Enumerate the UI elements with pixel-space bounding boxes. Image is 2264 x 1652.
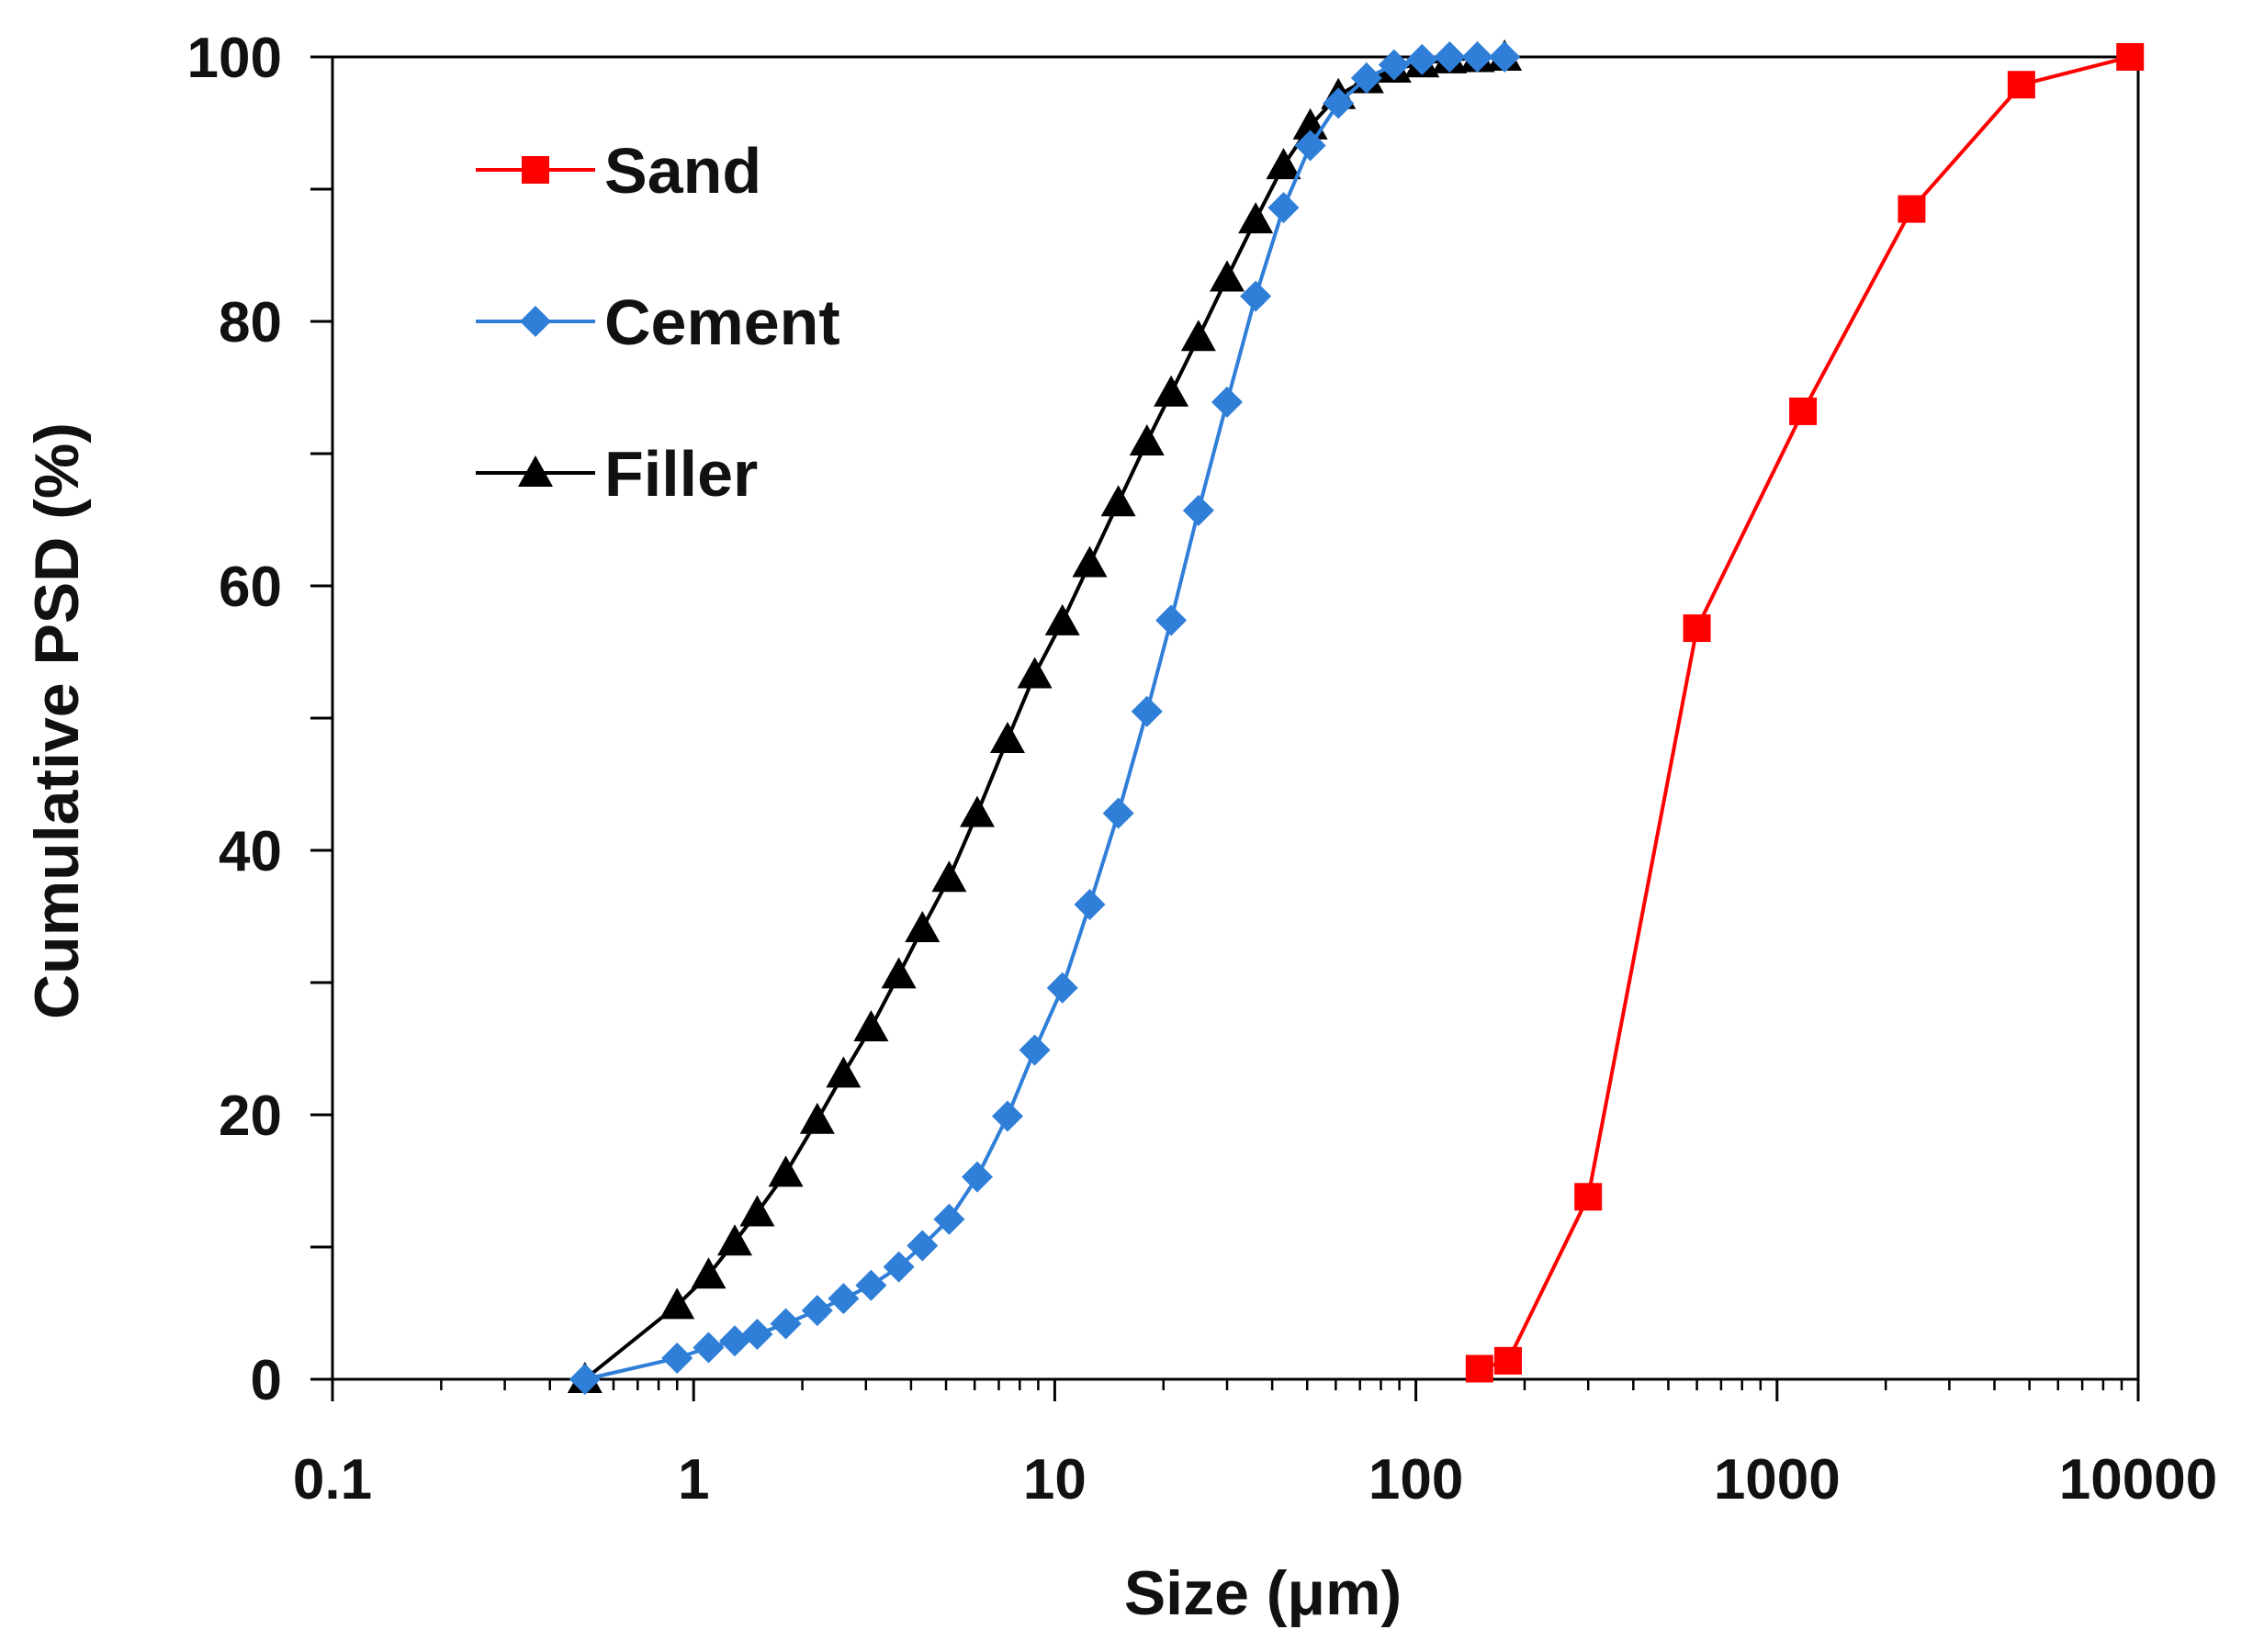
- series-cement: [569, 41, 1521, 1395]
- x-tick-label: 10: [1023, 1448, 1087, 1512]
- filler-point: [826, 1056, 862, 1088]
- legend-item-filler: Filler: [476, 438, 758, 510]
- filler-point: [799, 1102, 835, 1134]
- cement-point: [661, 1342, 693, 1374]
- cement-point: [907, 1230, 939, 1262]
- filler-point: [931, 860, 967, 893]
- filler-point: [1180, 320, 1216, 352]
- y-axis-title: Cumulative PSD (%): [22, 422, 92, 1019]
- cement-point: [991, 1100, 1023, 1132]
- cement-point: [1074, 889, 1106, 921]
- cement-point: [1155, 604, 1188, 636]
- filler-point: [989, 722, 1025, 754]
- cement-point: [741, 1319, 773, 1351]
- legend-marker-filler: [518, 455, 553, 487]
- cement-point: [1046, 972, 1078, 1004]
- x-tick-label: 10000: [2059, 1448, 2217, 1512]
- cement-point: [1406, 43, 1438, 75]
- x-tick-label: 100: [1369, 1448, 1463, 1512]
- plot-frame: [331, 55, 2140, 1381]
- cement-point: [933, 1203, 965, 1235]
- x-axis-title: Size (μm): [1124, 1558, 1402, 1628]
- cement-line: [584, 55, 1505, 1381]
- axes: 0.1 1 10 100 1000 10000 0 20 40 60 80 100: [187, 27, 2218, 1512]
- cement-point: [961, 1161, 993, 1193]
- cement-point: [883, 1251, 915, 1283]
- filler-point: [1129, 424, 1165, 456]
- legend-item-sand: Sand: [476, 135, 761, 207]
- legend-marker-cement: [520, 306, 551, 337]
- filler-point: [739, 1195, 775, 1227]
- y-tick-label: 80: [219, 291, 282, 354]
- sand-point: [1898, 195, 1926, 223]
- filler-point: [1210, 260, 1245, 292]
- x-tick-label: 1000: [1714, 1448, 1841, 1512]
- filler-point: [1017, 657, 1053, 689]
- series-layer: [567, 39, 2145, 1395]
- cement-point: [1102, 797, 1134, 829]
- cement-point: [770, 1308, 802, 1340]
- filler-point: [1266, 148, 1301, 180]
- sand-point: [1465, 1354, 1493, 1383]
- cement-point: [1019, 1034, 1051, 1066]
- filler-point: [881, 957, 917, 989]
- cement-point: [693, 1332, 725, 1364]
- cement-point: [1323, 87, 1355, 119]
- cement-point: [1240, 280, 1272, 312]
- y-tick-label: 100: [187, 27, 282, 90]
- sand-point: [1574, 1183, 1603, 1211]
- cement-point: [1267, 192, 1300, 224]
- cement-point: [1350, 62, 1382, 95]
- filler-point: [1238, 202, 1274, 234]
- cement-point: [828, 1283, 860, 1315]
- legend-marker-sand: [522, 156, 549, 184]
- cement-point: [1182, 494, 1214, 526]
- cement-point: [569, 1364, 601, 1395]
- filler-point: [1154, 375, 1189, 407]
- filler-point: [905, 910, 941, 942]
- legend-label-cement: Cement: [604, 287, 840, 358]
- series-sand: [1465, 43, 2145, 1383]
- x-tick-label: 0.1: [293, 1448, 372, 1512]
- cement-point: [1434, 41, 1466, 73]
- cement-point: [1378, 49, 1410, 81]
- sand-point: [2007, 71, 2035, 99]
- cement-point: [855, 1269, 887, 1301]
- filler-point: [691, 1257, 727, 1289]
- filler-point: [659, 1287, 695, 1320]
- series-filler: [567, 39, 1523, 1393]
- sand-point: [1789, 397, 1818, 425]
- cement-point: [1461, 41, 1493, 73]
- y-tick-label: 0: [251, 1349, 282, 1412]
- sand-point: [2116, 43, 2145, 71]
- filler-point: [717, 1224, 753, 1256]
- filler-point: [959, 795, 995, 827]
- cement-point: [801, 1295, 833, 1327]
- cement-point: [1131, 695, 1163, 727]
- y-tick-label: 40: [219, 820, 282, 883]
- filler-point: [1044, 603, 1080, 635]
- x-tick-label: 1: [678, 1448, 709, 1512]
- cement-point: [1211, 386, 1244, 418]
- filler-point: [768, 1155, 804, 1187]
- y-tick-label: 20: [219, 1084, 282, 1148]
- cement-point: [719, 1325, 751, 1357]
- legend-item-cement: Cement: [476, 287, 840, 358]
- cement-point: [1489, 41, 1521, 73]
- sand-point: [1493, 1346, 1522, 1375]
- filler-point: [1100, 485, 1136, 517]
- legend: Sand Cement Filler: [476, 135, 840, 510]
- filler-point: [1072, 545, 1108, 578]
- filler-line: [583, 55, 1505, 1381]
- legend-label-filler: Filler: [604, 438, 758, 510]
- filler-point: [853, 1009, 889, 1041]
- sand-line: [1479, 55, 2131, 1371]
- sand-point: [1683, 614, 1711, 643]
- y-tick-label: 60: [219, 556, 282, 619]
- legend-label-sand: Sand: [604, 135, 761, 207]
- cement-point: [1294, 129, 1326, 162]
